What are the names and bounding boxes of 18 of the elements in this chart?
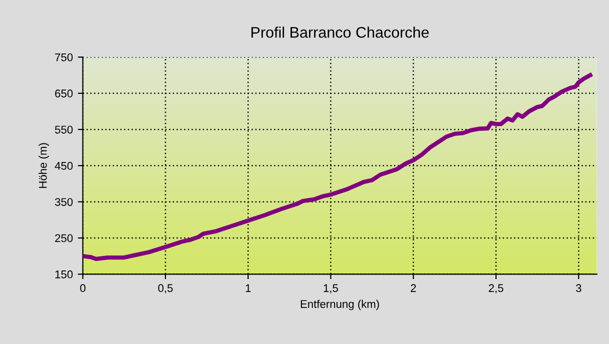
x-tick-label: 0,5	[158, 284, 173, 294]
y-tick-label: 750	[55, 53, 73, 62]
x-axis-title: Entfernung (km)	[300, 300, 379, 310]
y-tick-label: 350	[54, 198, 73, 206]
y-tick-label: 250	[55, 234, 73, 242]
y-tick-label: 650	[55, 90, 73, 98]
x-tick-label: 1	[246, 284, 251, 292]
x-tick-label: 2,5	[488, 284, 504, 294]
x-tick-label: 3	[576, 284, 582, 292]
y-tick-label: 450	[54, 162, 73, 170]
chart-title: Profil Barranco Chacorche	[251, 26, 429, 38]
x-tick-label: 0	[80, 284, 86, 292]
y-tick-label: 150	[55, 270, 73, 278]
x-tick-label: 2	[410, 284, 416, 292]
line-series	[82, 73, 592, 262]
y-axis-title: Höhe (m)	[38, 143, 50, 188]
x-tick-label: 1,5	[324, 284, 338, 294]
y-tick-label: 550	[55, 126, 73, 134]
